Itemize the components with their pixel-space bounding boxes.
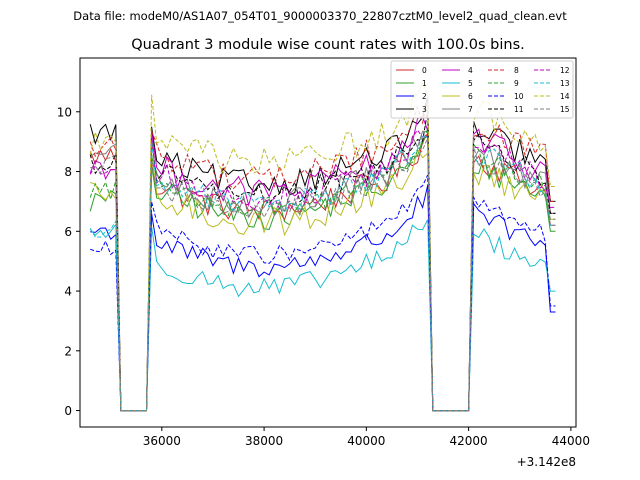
x-tick-label: 42000 bbox=[450, 434, 488, 448]
legend-label-11: 11 bbox=[514, 105, 524, 114]
legend-label-2: 2 bbox=[422, 92, 427, 101]
y-tick-label: 6 bbox=[64, 225, 72, 239]
legend-label-6: 6 bbox=[468, 92, 473, 101]
legend-label-12: 12 bbox=[560, 66, 570, 75]
suptitle: Data file: modeM0/AS1A07_054T01_90000033… bbox=[73, 9, 567, 23]
y-tick-label: 2 bbox=[64, 344, 72, 358]
legend-label-3: 3 bbox=[422, 105, 427, 114]
legend-label-14: 14 bbox=[560, 92, 570, 101]
series-line-6 bbox=[90, 148, 556, 412]
series-line-5 bbox=[89, 219, 556, 412]
x-axis: 36000 38000 40000 42000 44000 bbox=[143, 427, 590, 448]
y-axis: 0 2 4 6 8 10 bbox=[57, 105, 80, 418]
series-line-8 bbox=[89, 101, 556, 412]
legend-label-7: 7 bbox=[468, 105, 473, 114]
x-tick-label: 44000 bbox=[552, 434, 590, 448]
legend-label-4: 4 bbox=[468, 66, 473, 75]
series-line-9 bbox=[89, 128, 556, 412]
legend-label-9: 9 bbox=[514, 79, 519, 88]
y-tick-label: 4 bbox=[64, 285, 72, 299]
x-tick-label: 40000 bbox=[347, 434, 385, 448]
series-line-15 bbox=[90, 137, 556, 412]
legend-label-5: 5 bbox=[468, 79, 473, 88]
y-tick-label: 8 bbox=[64, 165, 72, 179]
legend-label-15: 15 bbox=[560, 105, 570, 114]
legend-label-0: 0 bbox=[422, 66, 427, 75]
chart-title: Quadrant 3 module wise count rates with … bbox=[131, 37, 525, 53]
series-line-12 bbox=[89, 129, 556, 412]
series-line-13 bbox=[89, 134, 556, 412]
series-line-11 bbox=[89, 110, 556, 412]
legend-label-13: 13 bbox=[560, 79, 570, 88]
series-line-4 bbox=[89, 115, 556, 412]
legend-label-1: 1 bbox=[422, 79, 427, 88]
legend-box bbox=[390, 60, 574, 119]
series-line-3 bbox=[89, 96, 556, 412]
x-offset-label: +3.142e8 bbox=[517, 455, 576, 469]
y-tick-label: 0 bbox=[64, 404, 72, 418]
y-tick-label: 10 bbox=[57, 105, 72, 119]
series-line-0 bbox=[89, 131, 556, 412]
series-line-14 bbox=[89, 81, 556, 412]
series-line-2 bbox=[90, 185, 556, 412]
series-layer bbox=[89, 81, 556, 412]
series-line-10 bbox=[90, 174, 556, 412]
x-tick-label: 38000 bbox=[245, 434, 283, 448]
legend-label-10: 10 bbox=[514, 92, 524, 101]
legend-label-8: 8 bbox=[514, 66, 519, 75]
x-tick-label: 36000 bbox=[143, 434, 181, 448]
axes-frame bbox=[79, 57, 577, 428]
